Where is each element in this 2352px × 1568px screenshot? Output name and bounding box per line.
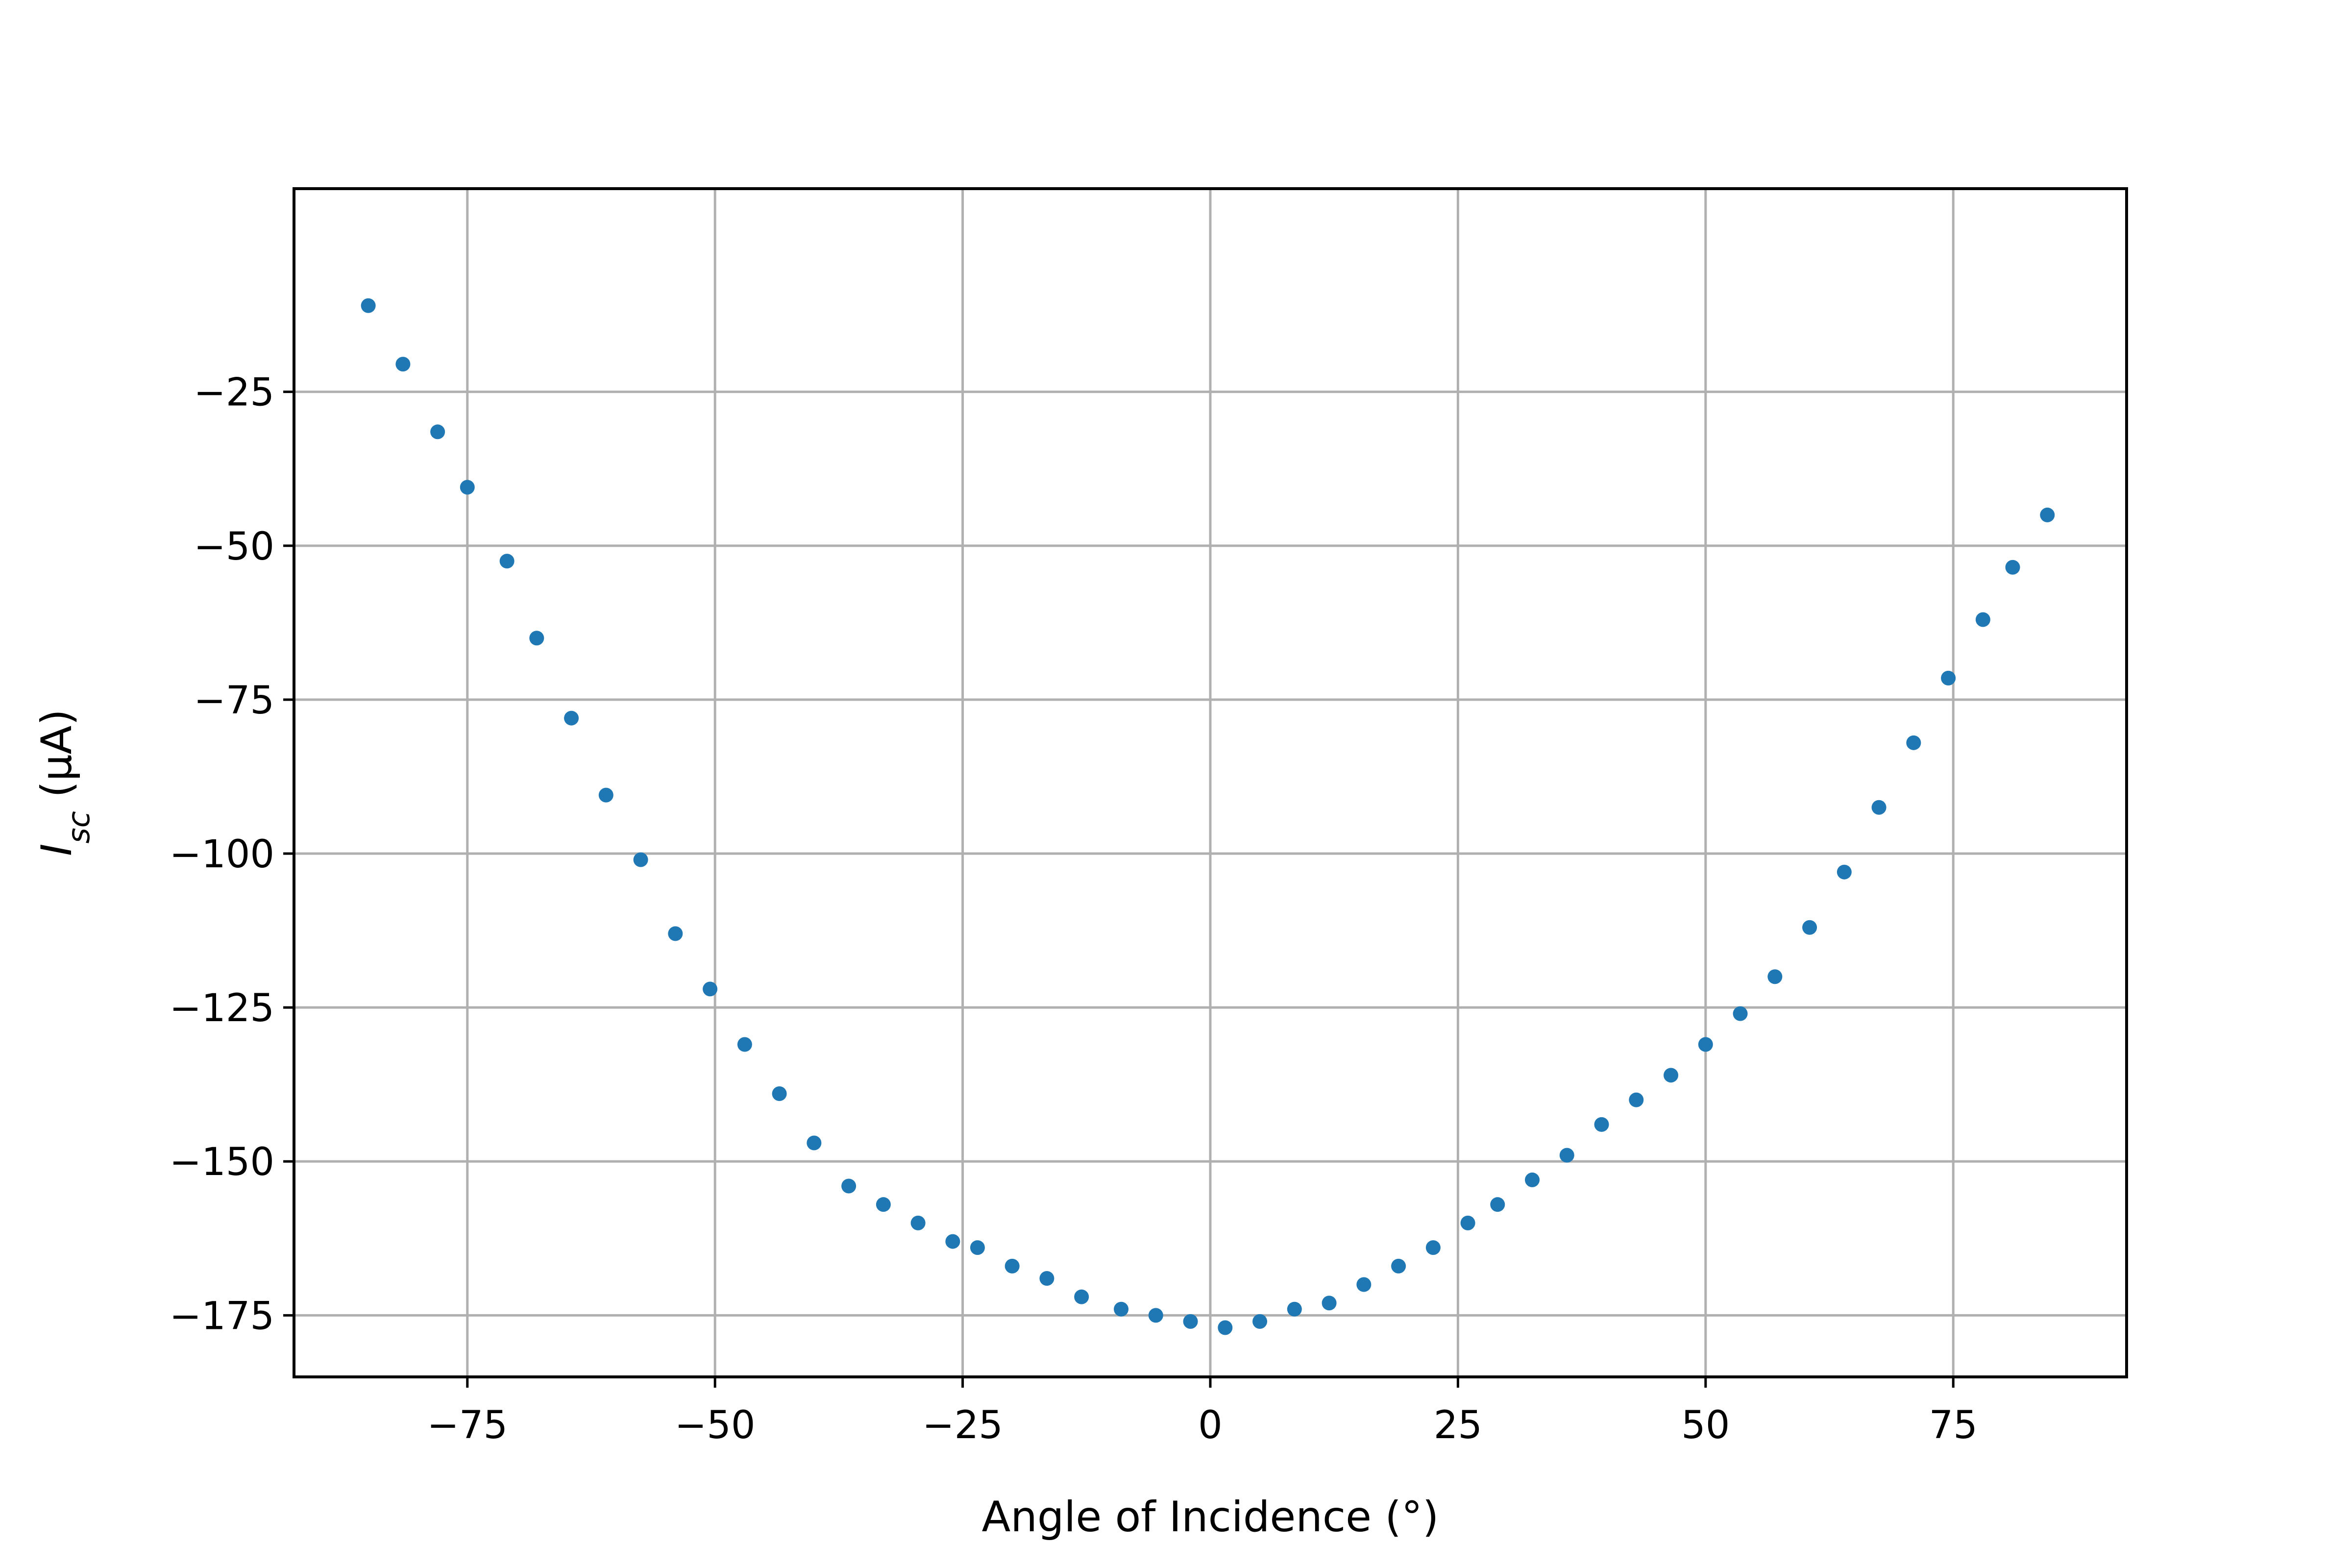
- data-point: [1594, 1117, 1609, 1132]
- data-point: [1391, 1258, 1406, 1274]
- data-point: [1425, 1240, 1441, 1255]
- y-tick-label: −25: [194, 371, 274, 415]
- y-tick-label: −75: [194, 679, 274, 723]
- data-point: [1906, 735, 1921, 750]
- y-axis-title-subscript: sc: [61, 811, 97, 843]
- data-point: [1698, 1037, 1713, 1052]
- x-tick-label: −50: [675, 1403, 756, 1447]
- y-axis-title: Isc (μA): [32, 709, 97, 856]
- x-tick-label: 75: [1929, 1403, 1978, 1447]
- data-point: [772, 1086, 787, 1102]
- data-point: [807, 1135, 822, 1151]
- data-point: [876, 1197, 891, 1212]
- data-point: [1356, 1277, 1372, 1292]
- data-point: [945, 1234, 960, 1249]
- y-axis-title-main: I: [32, 844, 81, 856]
- data-point: [1148, 1308, 1163, 1323]
- data-point: [2005, 560, 2020, 575]
- data-point: [1837, 864, 1852, 880]
- data-point: [361, 298, 376, 313]
- data-point: [1252, 1314, 1268, 1329]
- data-point: [1802, 920, 1817, 935]
- y-tick-label: −50: [194, 525, 274, 569]
- data-point: [1871, 800, 1886, 815]
- data-point: [1004, 1258, 1020, 1274]
- data-point: [703, 981, 718, 997]
- y-axis-title-unit: (μA): [32, 709, 81, 811]
- x-tick-label: −25: [922, 1403, 1003, 1447]
- x-axis-title: Angle of Incidence (°): [982, 1493, 1439, 1542]
- data-point: [598, 787, 613, 803]
- data-point: [1183, 1314, 1198, 1329]
- plot-frame: [293, 187, 2128, 1378]
- data-point: [1218, 1320, 1233, 1335]
- data-point: [1975, 612, 1990, 627]
- data-point: [1664, 1068, 1679, 1083]
- x-tick-label: 50: [1681, 1403, 1730, 1447]
- y-tick-label: −100: [170, 833, 274, 877]
- data-point: [970, 1240, 985, 1255]
- data-point: [841, 1178, 857, 1194]
- data-point: [1287, 1301, 1302, 1317]
- data-point: [529, 631, 544, 646]
- data-point: [1114, 1301, 1129, 1317]
- data-point: [1559, 1148, 1574, 1163]
- x-tick-label: 25: [1434, 1403, 1482, 1447]
- data-point: [633, 852, 648, 867]
- axis-ticks: −75 −50 −25 0 25 50 75 −25 −50 −75 −100 −125 −150 −17…: [170, 371, 1978, 1447]
- data-point: [460, 480, 475, 495]
- y-tick-label: −175: [170, 1294, 274, 1338]
- grid: [294, 189, 2127, 1377]
- data-point: [1941, 670, 1956, 686]
- data-point: [1525, 1172, 1540, 1187]
- data-point: [1629, 1092, 1644, 1107]
- data-point: [1733, 1006, 1748, 1021]
- data-point: [737, 1037, 752, 1052]
- data-point: [1490, 1197, 1505, 1212]
- data-point: [1074, 1289, 1089, 1304]
- data-point: [1767, 969, 1783, 984]
- data-point: [910, 1215, 926, 1230]
- data-point: [564, 710, 579, 726]
- y-tick-label: −150: [170, 1140, 274, 1184]
- data-point: [2040, 507, 2055, 522]
- x-tick-label: −75: [427, 1403, 508, 1447]
- y-tick-label: −125: [170, 986, 274, 1030]
- x-tick-label: 0: [1198, 1403, 1223, 1447]
- data-point: [430, 424, 445, 440]
- data-point: [395, 357, 411, 372]
- data-points: [361, 298, 2055, 1335]
- data-point: [1039, 1271, 1054, 1286]
- data-point: [1460, 1215, 1475, 1230]
- data-point: [499, 554, 514, 569]
- data-point: [1322, 1296, 1337, 1311]
- data-point: [668, 926, 683, 941]
